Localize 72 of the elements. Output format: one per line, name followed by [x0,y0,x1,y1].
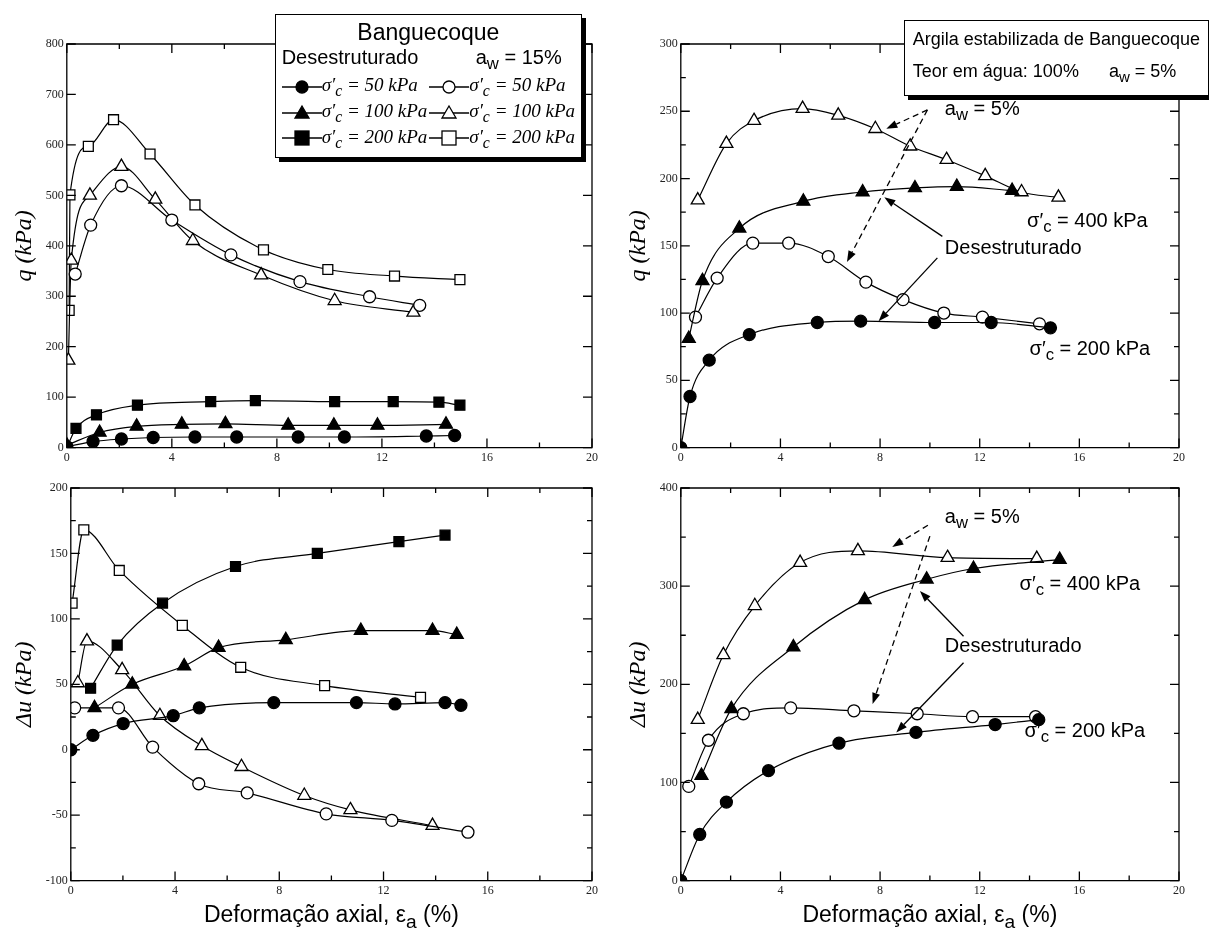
legend-label: σ′$_{c}$ = 50 kPa [321,74,418,100]
x-tick-label: 16 [1073,449,1086,464]
annotation: σ′$_{c}$ = 400 kPa [1027,208,1148,237]
legend-title: Banguecoque [356,19,501,46]
annotation: a$_{w}$ = 5% [944,505,1020,534]
x-tick-label: 20 [1173,449,1185,464]
legend-label: σ′$_{c}$ = 100 kPa [469,99,575,126]
y-tick-label: 250 [659,103,678,118]
x-tick-label: 16 [1073,882,1086,897]
annotation: σ′$_{c}$ = 200 kPa [1029,336,1151,365]
legend-label: σ′$_{c}$ = 200 kPa [469,125,575,152]
y-tick-label: 300 [45,288,64,303]
y-tick-label: 100 [49,611,68,626]
x-tick-label: 20 [586,449,598,464]
x-tick-label: 8 [276,882,283,897]
annotation: a$_{w}$ = 15% [474,46,563,74]
y-tick-label: 800 [45,36,64,51]
y-tick-label: 0 [57,439,64,454]
x-tick-label: 16 [480,449,493,464]
y-tick-label: 600 [45,137,64,152]
x-tick-label: 12 [375,449,388,464]
x-tick-label: 4 [777,882,784,897]
y-tick-label: 150 [49,545,68,560]
x-axis-title: Deformação axial, ε$_{a}$ (%) [202,900,460,933]
annotation: Desestruturado [281,46,420,70]
annotation: Argila estabilizada de Banguecoque [912,28,1200,51]
y-tick-label: 150 [659,237,678,252]
x-tick-label: 4 [777,449,784,464]
y-axis-title: Δu (kPa) [623,641,650,728]
x-tick-label: 4 [172,882,179,897]
y-tick-label: 300 [659,578,678,593]
y-tick-label: 500 [45,187,64,202]
annotation: Desestruturado [944,633,1082,657]
y-tick-label: 50 [55,676,68,691]
y-tick-label: 200 [659,676,678,691]
y-tick-label: 200 [659,170,678,185]
y-tick-label: 300 [659,36,678,51]
x-tick-label: 12 [973,449,986,464]
x-tick-label: 4 [168,449,175,464]
x-tick-label: 12 [377,882,390,897]
y-tick-label: 700 [45,86,64,101]
y-tick-label: 0 [61,741,68,756]
annotation: a$_{w}$ = 5% [944,97,1020,126]
y-tick-label: 100 [659,305,678,320]
x-tick-label: 8 [877,449,884,464]
y-tick-label: 0 [671,872,678,887]
y-tick-label: 400 [45,237,64,252]
y-tick-label: -50 [51,807,68,822]
y-tick-label: 200 [45,338,64,353]
y-tick-label: 400 [659,480,678,495]
y-tick-label: -100 [45,872,68,887]
annotation: σ′$_{c}$ = 400 kPa [1019,572,1141,601]
legend-label: σ′$_{c}$ = 100 kPa [321,99,428,126]
legend-label: σ′$_{c}$ = 50 kPa [469,74,566,100]
legend-label: σ′$_{c}$ = 200 kPa [321,125,428,152]
y-tick-label: 50 [665,372,678,387]
y-axis-title: Δu (kPa) [9,641,36,728]
annotation: Desestruturado [944,235,1082,259]
y-tick-label: 0 [671,439,678,454]
y-axis-title: q (kPa) [9,210,36,282]
annotation: Teor em água: 100% a$_{w}$ = 5% [912,60,1178,87]
x-tick-label: 8 [877,882,884,897]
y-tick-label: 100 [659,774,678,789]
x-tick-label: 20 [1173,882,1185,897]
x-tick-label: 8 [273,449,280,464]
y-tick-label: 200 [49,480,68,495]
y-tick-label: 100 [45,389,64,404]
x-axis-title: Deformação axial, ε$_{a}$ (%) [801,900,1059,933]
y-axis-title: q (kPa) [623,210,650,282]
x-tick-label: 12 [973,882,986,897]
x-tick-label: 16 [481,882,494,897]
x-tick-label: 20 [586,882,598,897]
